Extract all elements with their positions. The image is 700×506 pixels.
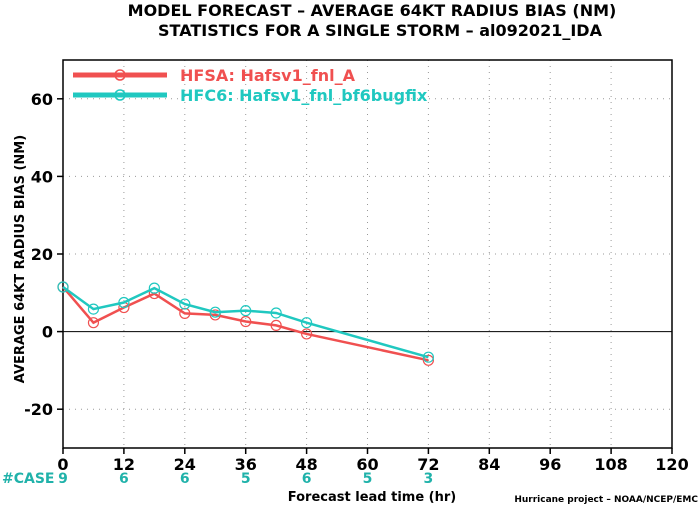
case-count: 5 [363, 471, 373, 487]
y-tick-label: 40 [31, 167, 53, 186]
y-axis-label: AVERAGE 64KT RADIUS BIAS (NM) [13, 135, 28, 383]
series-point-2 [301, 317, 313, 329]
case-count: 6 [180, 471, 190, 487]
series-point-2 [209, 306, 221, 318]
series-point-1 [270, 319, 282, 331]
x-axis-ticks: 0 12 24 36 48 60 72 84 96 108 120 [57, 448, 689, 474]
series-point-2 [240, 305, 252, 317]
y-tick-label: 60 [31, 90, 53, 109]
credit-text: Hurricane project – NOAA/NCEP/EMC [514, 495, 698, 505]
chart-title-line2: STATISTICS FOR A SINGLE STORM – al092021… [158, 21, 603, 40]
legend-label-1: HFSA: Hafsv1_fnl_A [180, 66, 356, 85]
case-label: #CASE [2, 471, 55, 487]
x-tick-label: 84 [478, 455, 500, 474]
chart-title-line1: MODEL FORECAST – AVERAGE 64KT RADIUS BIA… [128, 1, 617, 20]
y-tick-label: 20 [31, 245, 53, 264]
x-tick-label: 0 [57, 455, 68, 474]
series-point-1 [179, 307, 191, 319]
series-point-2 [148, 282, 160, 294]
y-tick-label: 0 [42, 323, 53, 342]
case-count: 9 [58, 471, 68, 487]
legend-label-2: HFC6: Hafsv1_fnl_bf6bugfix [180, 86, 428, 105]
series-point-1 [422, 354, 434, 366]
grid [63, 60, 672, 448]
series-point-2 [57, 281, 69, 293]
x-tick-label: 72 [417, 455, 439, 474]
series-point-2 [422, 351, 434, 363]
case-count: 6 [302, 471, 312, 487]
case-count: 6 [119, 471, 129, 487]
x-tick-label: 60 [356, 455, 378, 474]
case-count: 3 [424, 471, 434, 487]
x-tick-label: 120 [655, 455, 688, 474]
series-point-2 [270, 307, 282, 319]
x-tick-label: 48 [295, 455, 317, 474]
series-point-1 [87, 317, 100, 329]
legend-marker-2 [114, 89, 126, 101]
case-count: 5 [241, 471, 251, 487]
plot-frame [62, 59, 673, 449]
series-point-1 [301, 328, 313, 340]
series-line-2 [62, 285, 429, 359]
x-tick-label: 108 [594, 455, 627, 474]
x-tick-label: 24 [174, 455, 196, 474]
series-layer [57, 281, 434, 366]
case-counts: 9 6 6 5 6 5 3 [58, 471, 433, 487]
x-tick-label: 36 [235, 455, 257, 474]
y-axis-ticks: -20 0 20 40 60 [24, 90, 63, 419]
series-point-1 [209, 309, 221, 321]
legend-marker-1 [114, 69, 126, 81]
series-point-2 [87, 303, 100, 315]
series-point-1 [240, 315, 252, 328]
series-line-1 [62, 286, 429, 362]
x-tick-label: 12 [113, 455, 135, 474]
x-tick-label: 96 [539, 455, 561, 474]
series-point-2 [179, 298, 191, 310]
y-tick-label: -20 [24, 400, 53, 419]
series-point-2 [118, 296, 130, 309]
x-axis-label: Forecast lead time (hr) [288, 490, 456, 505]
